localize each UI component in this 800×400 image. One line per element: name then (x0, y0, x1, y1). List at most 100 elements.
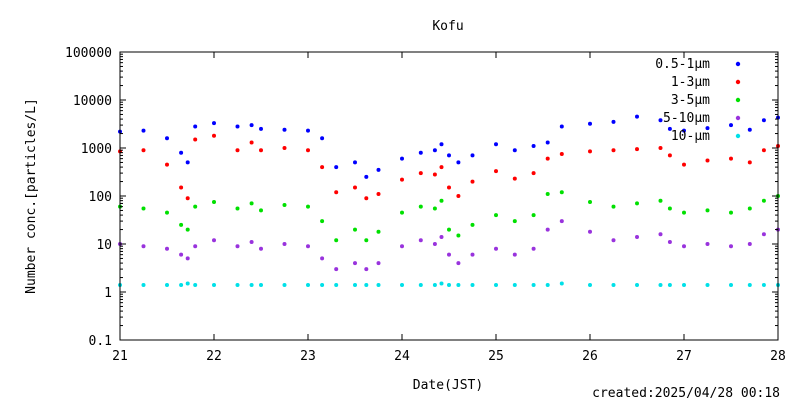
y-tick-label: 100 (89, 190, 112, 205)
data-point (306, 283, 310, 287)
data-point (165, 283, 169, 287)
data-point (635, 235, 639, 239)
data-point (432, 206, 437, 211)
data-point (439, 235, 444, 239)
data-point (320, 256, 325, 261)
data-point (470, 153, 475, 158)
data-point (470, 283, 475, 287)
data-point (531, 213, 536, 218)
data-point (682, 210, 686, 215)
data-point (705, 283, 710, 287)
data-point (761, 283, 766, 287)
legend-label: 1-3μm (671, 75, 710, 90)
data-point (658, 118, 663, 123)
data-point (179, 252, 184, 257)
data-point (141, 244, 146, 249)
created-timestamp: created:2025/04/28 00:18 (592, 386, 780, 400)
data-point (334, 238, 339, 243)
legend-marker (735, 133, 741, 139)
data-point (353, 227, 357, 232)
data-point (306, 204, 310, 209)
x-tick-label: 24 (394, 349, 410, 364)
data-point (282, 127, 287, 132)
data-point (259, 126, 263, 131)
data-point (747, 206, 752, 211)
data-point (249, 201, 254, 206)
data-point (705, 208, 710, 213)
data-point (470, 179, 475, 184)
data-point (729, 123, 733, 128)
y-tick-label: 10000 (73, 94, 112, 109)
data-point (439, 142, 444, 147)
data-point (282, 146, 287, 150)
data-point (418, 238, 423, 243)
data-point (705, 158, 710, 163)
data-point (545, 227, 550, 232)
data-point (747, 242, 752, 246)
data-point (179, 150, 184, 155)
data-point (747, 127, 752, 132)
data-point (635, 201, 639, 206)
data-point (658, 232, 663, 237)
data-point (141, 128, 146, 133)
data-point (635, 283, 639, 287)
data-point (259, 283, 263, 287)
data-point (729, 210, 733, 215)
data-point (682, 162, 686, 167)
data-point (667, 240, 672, 244)
data-point (364, 196, 369, 201)
data-point (447, 283, 451, 287)
data-point (320, 165, 325, 170)
series-1 (118, 114, 780, 179)
series-3 (118, 190, 780, 243)
data-point (353, 185, 357, 190)
data-point (418, 171, 423, 176)
data-point (635, 147, 639, 152)
data-point (611, 119, 616, 124)
data-point (512, 148, 517, 153)
data-point (235, 283, 240, 287)
data-point (456, 233, 461, 238)
data-point (249, 240, 254, 244)
data-point (667, 206, 672, 211)
data-point (456, 160, 461, 165)
data-point (761, 232, 766, 237)
data-point (559, 281, 564, 286)
data-point (193, 244, 198, 249)
data-point (667, 283, 672, 287)
data-point (282, 242, 287, 246)
x-tick-label: 21 (112, 349, 128, 364)
data-point (494, 246, 498, 251)
x-tick-label: 28 (770, 349, 786, 364)
data-point (364, 174, 369, 179)
data-point (588, 283, 592, 287)
data-point (376, 261, 381, 266)
data-point (193, 124, 198, 129)
legend-marker (735, 115, 741, 121)
data-point (545, 156, 550, 161)
data-point (559, 124, 564, 129)
y-tick-label: 0.1 (89, 334, 112, 349)
data-point (249, 140, 254, 145)
data-point (364, 238, 369, 243)
data-point (667, 126, 672, 131)
data-point (212, 200, 216, 204)
series-5 (118, 281, 780, 287)
data-point (729, 283, 733, 287)
data-point (179, 222, 184, 227)
y-tick-label: 100000 (65, 46, 112, 61)
data-point (353, 160, 357, 165)
series-4 (118, 219, 780, 272)
data-point (432, 283, 437, 287)
x-tick-label: 25 (488, 349, 504, 364)
data-point (611, 238, 616, 243)
legend-marker (735, 97, 741, 103)
legend-label: 3-5μm (671, 93, 710, 108)
data-point (353, 283, 357, 287)
x-tick-label: 27 (676, 349, 692, 364)
y-tick-label: 1000 (81, 142, 112, 157)
data-point (334, 283, 339, 287)
data-point (470, 222, 475, 227)
data-point (682, 128, 686, 133)
